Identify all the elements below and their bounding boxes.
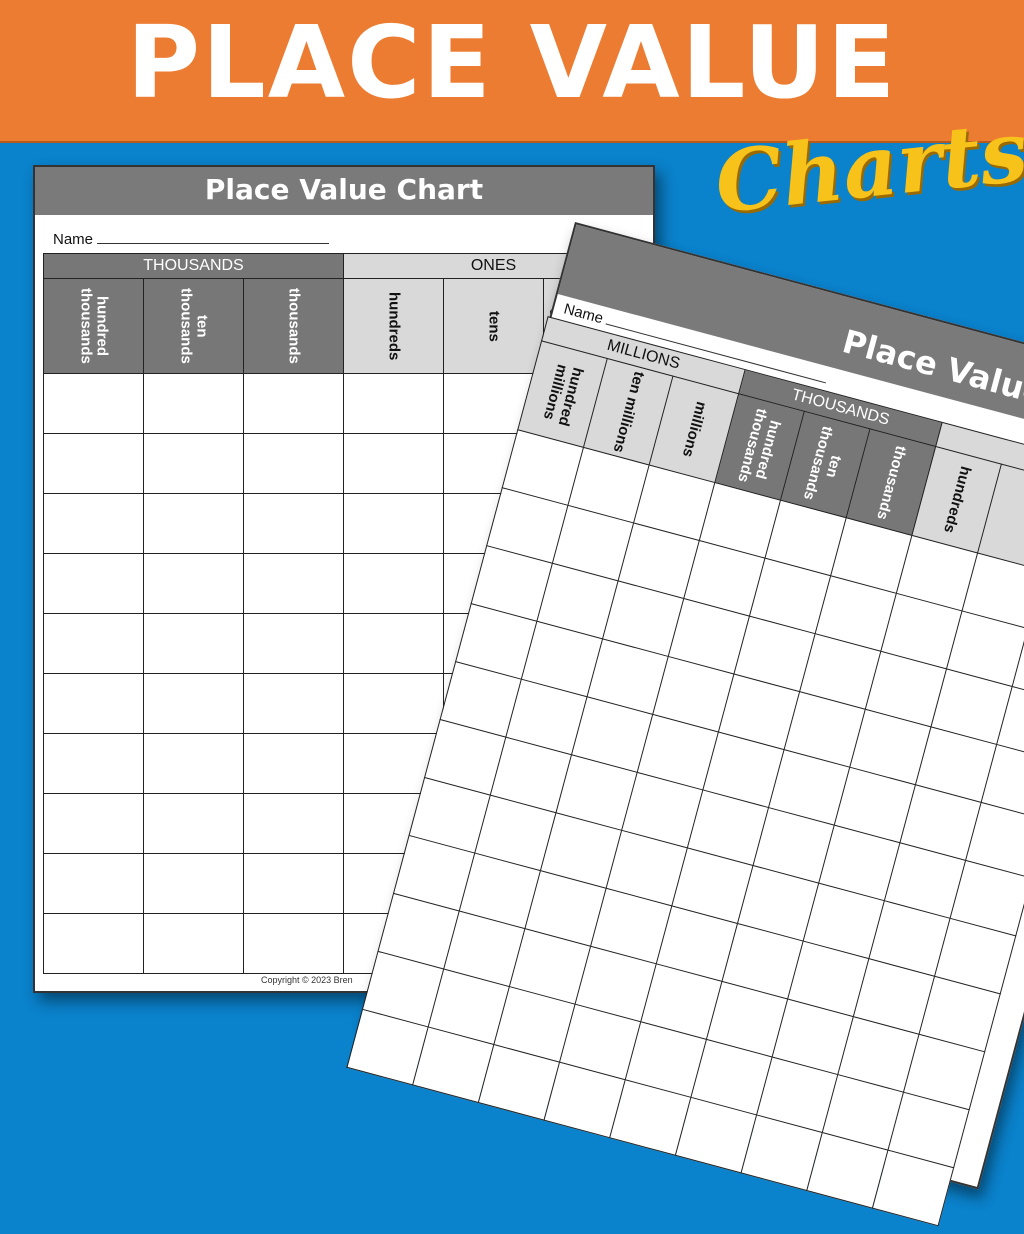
column-label: hundred thousands (734, 406, 784, 484)
blank-cell[interactable] (343, 433, 444, 494)
blank-cell[interactable] (143, 853, 244, 914)
name-label: Name (53, 231, 94, 248)
column-header: hundred thousands (43, 278, 144, 374)
blank-cell[interactable] (243, 673, 344, 734)
blank-cell[interactable] (243, 493, 344, 554)
column-label: ten millions (609, 369, 648, 455)
blank-cell[interactable] (43, 613, 144, 674)
blank-cell[interactable] (143, 493, 244, 554)
column-header: hundreds (343, 278, 444, 374)
copyright: Copyright © 2023 Bren (261, 975, 353, 985)
column-header: thousands (243, 278, 344, 374)
group-header: THOUSANDS (43, 253, 344, 279)
blank-cell[interactable] (243, 433, 344, 494)
blank-cell[interactable] (343, 613, 444, 674)
column-label: thousands (285, 288, 303, 364)
blank-cell[interactable] (343, 673, 444, 734)
blank-cell[interactable] (243, 733, 344, 794)
blank-cell[interactable] (43, 733, 144, 794)
blank-cell[interactable] (343, 373, 444, 434)
blank-cell[interactable] (143, 553, 244, 614)
banner-title: PLACE VALUE (126, 4, 898, 121)
column-label: hundred millions (539, 362, 587, 428)
blank-cell[interactable] (143, 913, 244, 974)
blank-cell[interactable] (243, 553, 344, 614)
column-label: hundreds (385, 291, 403, 361)
column-label: hundreds (940, 464, 975, 536)
column-label: hundred thousands (77, 288, 111, 364)
blank-cell[interactable] (243, 613, 344, 674)
column-label: millions (678, 399, 710, 460)
blank-cell[interactable] (143, 673, 244, 734)
name-field[interactable]: Name (53, 231, 330, 248)
blank-cell[interactable] (43, 373, 144, 434)
blank-cell[interactable] (243, 793, 344, 854)
blank-cell[interactable] (43, 493, 144, 554)
column-label: thousands (873, 443, 910, 522)
blank-cell[interactable] (43, 913, 144, 974)
blank-cell[interactable] (43, 793, 144, 854)
blank-cell[interactable] (143, 733, 244, 794)
column-label: tens (485, 310, 503, 342)
blank-cell[interactable] (43, 433, 144, 494)
sheet-title: Place Value Chart (35, 167, 653, 215)
title-banner: PLACE VALUE (0, 0, 1024, 143)
blank-cell[interactable] (43, 853, 144, 914)
column-header: tens (443, 278, 544, 374)
column-header: ten thousands (143, 278, 244, 374)
blank-cell[interactable] (243, 913, 344, 974)
blank-cell[interactable] (43, 553, 144, 614)
column-label: ten thousands (177, 288, 211, 364)
blank-cell[interactable] (143, 613, 244, 674)
column-label: ten thousands (799, 423, 845, 502)
blank-cell[interactable] (143, 373, 244, 434)
blank-cell[interactable] (43, 673, 144, 734)
blank-cell[interactable] (343, 553, 444, 614)
blank-cell[interactable] (143, 433, 244, 494)
blank-cell[interactable] (343, 493, 444, 554)
blank-cell[interactable] (243, 373, 344, 434)
blank-cell[interactable] (143, 793, 244, 854)
blank-cell[interactable] (243, 853, 344, 914)
